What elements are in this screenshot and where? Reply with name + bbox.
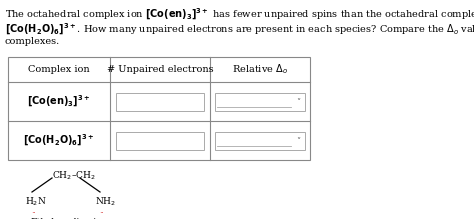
Text: The octahedral complex ion $\mathbf{[Co(en)_3]^{3+}}$ has fewer unpaired spins t: The octahedral complex ion $\mathbf{[Co(…	[5, 7, 474, 22]
Text: # Unpaired electrons: # Unpaired electrons	[107, 65, 213, 74]
Bar	[116, 92, 204, 111]
Text: Ethylenediamine: Ethylenediamine	[30, 218, 108, 219]
Text: H$_2$N: H$_2$N	[25, 196, 47, 208]
Bar	[215, 131, 305, 150]
Bar	[116, 131, 204, 150]
Bar	[8, 57, 310, 160]
Text: $\mathbf{[Co(H_2O)_6]^{3+}}$. How many unpaired electrons are present in each sp: $\mathbf{[Co(H_2O)_6]^{3+}}$. How many u…	[5, 22, 474, 37]
Text: $\mathbf{[Co(en)_3]^{3+}}$: $\mathbf{[Co(en)_3]^{3+}}$	[27, 94, 91, 109]
Text: complexes.: complexes.	[5, 37, 60, 46]
Bar	[215, 92, 305, 111]
Text: NH$_2$: NH$_2$	[95, 196, 116, 208]
Text: Complex ion: Complex ion	[28, 65, 90, 74]
Text: $\mathbf{[Co(H_2O)_6]^{3+}}$: $\mathbf{[Co(H_2O)_6]^{3+}}$	[23, 133, 95, 148]
Text: ˅: ˅	[296, 98, 300, 107]
Text: Relative $\Delta_o$: Relative $\Delta_o$	[232, 63, 288, 76]
Text: ..: ..	[32, 206, 36, 215]
Text: CH$_2$–CH$_2$: CH$_2$–CH$_2$	[52, 170, 96, 182]
Text: ˅: ˅	[296, 137, 300, 146]
Text: ..: ..	[100, 206, 104, 215]
